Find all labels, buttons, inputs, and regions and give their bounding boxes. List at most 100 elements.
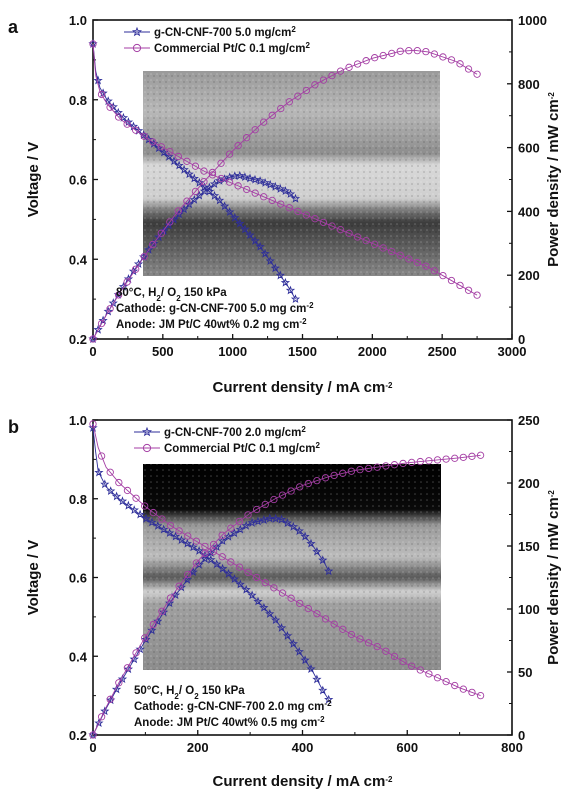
data-point-star	[129, 505, 139, 515]
data-point-circle	[209, 547, 218, 556]
data-point-circle	[242, 185, 251, 194]
data-point-circle	[390, 652, 399, 661]
data-point-star	[209, 190, 220, 200]
x-tick-label: 500	[152, 344, 174, 359]
data-point-star	[280, 186, 291, 195]
data-point-star	[255, 241, 265, 251]
x-tick-label: 1000	[218, 344, 247, 359]
data-point-circle	[408, 662, 416, 670]
data-point-circle	[430, 50, 439, 58]
data-point-circle	[339, 625, 347, 633]
data-point-circle	[328, 71, 336, 80]
data-point-circle	[379, 244, 387, 252]
legend-entry: Commercial Pt/C 0.1 mg/cm2	[134, 441, 320, 456]
y-left-tick-label: 0.8	[69, 492, 87, 507]
data-point-star	[219, 174, 230, 184]
data-point-circle	[468, 452, 476, 460]
data-point-star	[270, 513, 281, 523]
data-point-circle	[347, 467, 356, 475]
x-axis-label: Current density / mA cm-2	[213, 379, 393, 396]
x-tick-label: 0	[89, 740, 96, 755]
data-point-circle	[347, 630, 356, 639]
data-point-circle	[373, 642, 381, 651]
sem-inset-texture	[143, 71, 440, 276]
data-point-star	[135, 644, 145, 654]
data-point-circle	[132, 649, 140, 657]
data-point-star	[324, 566, 334, 576]
data-point-circle	[287, 594, 295, 602]
series-g-cn-cnf-left	[88, 423, 334, 704]
data-point-star	[282, 630, 293, 640]
data-point-circle	[184, 532, 192, 540]
data-point-circle	[328, 222, 336, 230]
annotation-line: Cathode: g-CN-CNF-700 2.0 mg cm-2	[134, 699, 332, 714]
data-point-star	[285, 285, 296, 295]
data-point-circle	[166, 147, 174, 156]
y-right-tick-label: 250	[518, 413, 540, 428]
data-point-circle	[270, 495, 278, 504]
data-point-circle	[149, 620, 157, 629]
data-point-circle	[362, 57, 370, 65]
data-point-star	[98, 315, 108, 325]
data-point-circle	[425, 670, 433, 678]
y-left-tick-label: 0.6	[69, 173, 87, 188]
data-point-circle	[208, 171, 217, 179]
data-point-star	[260, 178, 270, 187]
data-point-circle	[123, 278, 131, 286]
data-point-circle	[382, 647, 390, 655]
data-point-circle	[268, 196, 276, 205]
data-point-circle	[356, 635, 364, 643]
data-point-star	[276, 514, 287, 524]
x-tick-label: 1500	[288, 344, 317, 359]
panel-label: b	[8, 417, 19, 437]
legend-label: Commercial Pt/C 0.1 mg/cm2	[164, 441, 320, 456]
data-point-star	[245, 230, 255, 240]
data-point-star	[241, 584, 251, 594]
data-point-circle	[278, 589, 287, 597]
data-point-star	[280, 277, 291, 287]
data-point-star	[93, 75, 103, 85]
series-pt-c-left	[89, 40, 481, 299]
data-point-star	[306, 538, 316, 548]
data-point-star	[174, 160, 184, 170]
data-point-circle	[200, 178, 208, 186]
x-tick-label: 3000	[498, 344, 527, 359]
data-point-circle	[313, 610, 321, 618]
data-point-circle	[234, 182, 242, 190]
data-point-circle	[439, 271, 447, 280]
data-point-circle	[174, 152, 183, 161]
data-point-circle	[268, 111, 276, 119]
series-g-cn-cnf-right	[88, 170, 301, 343]
data-point-star	[111, 684, 122, 694]
data-point-star	[290, 193, 301, 203]
data-point-star	[265, 256, 275, 265]
data-point-circle	[345, 229, 353, 237]
data-point-star	[235, 579, 245, 589]
data-point-star	[194, 545, 204, 555]
data-point-circle	[422, 47, 430, 56]
y-left-tick-label: 1.0	[69, 413, 87, 428]
data-point-circle	[356, 466, 364, 474]
data-point-circle	[336, 226, 345, 234]
legend-marker-circle	[132, 43, 142, 53]
data-point-circle	[89, 335, 97, 343]
y-right-tick-label: 200	[518, 268, 540, 283]
y-right-tick-label: 0	[518, 332, 525, 347]
y-left-axis-label: Voltage / V	[25, 540, 42, 616]
data-point-star	[270, 615, 281, 625]
data-point-circle	[140, 252, 148, 261]
series-line	[92, 43, 478, 296]
data-point-star	[179, 164, 189, 174]
data-point-star	[247, 590, 257, 600]
data-point-star	[240, 172, 250, 182]
data-point-circle	[321, 474, 330, 482]
data-point-circle	[433, 674, 442, 682]
y-right-axis-label: Power density / mW cm-2	[545, 490, 562, 665]
series-line	[92, 423, 481, 697]
data-point-star	[147, 625, 157, 635]
data-point-circle	[464, 65, 473, 73]
y-left-tick-label: 0.2	[69, 728, 87, 743]
data-point-circle	[227, 524, 235, 532]
data-point-circle	[97, 713, 106, 721]
data-point-circle	[123, 120, 131, 128]
